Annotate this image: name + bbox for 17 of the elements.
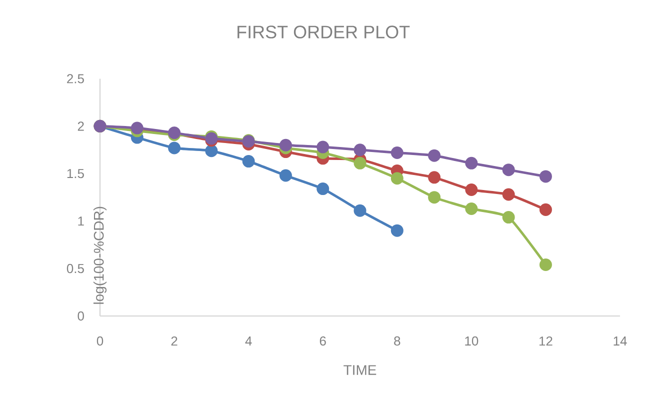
x-tick-label: 10 [465, 336, 478, 346]
x-tick-label: 6 [320, 336, 326, 346]
x-tick-label: 12 [539, 336, 552, 346]
y-tick-label: 2 [78, 122, 84, 131]
x-tick-label: 4 [245, 336, 252, 346]
y-axis-title: log(100-%CDR) [93, 206, 107, 304]
x-tick-label: 2 [171, 336, 178, 346]
y-tick-label: 2.5 [67, 74, 84, 84]
x-tick-label: 0 [96, 336, 104, 346]
y-tick-label: 0 [78, 311, 84, 321]
x-tick-label: 8 [394, 336, 400, 346]
y-tick-label: 1.5 [67, 169, 84, 178]
y-tick-label: 1 [78, 216, 84, 226]
y-tick-label: 0.5 [66, 264, 84, 274]
x-axis-title: TIME [344, 365, 376, 375]
x-tick-label: 14 [614, 336, 627, 346]
chart-title: FIRST ORDER PLOT [238, 26, 410, 38]
